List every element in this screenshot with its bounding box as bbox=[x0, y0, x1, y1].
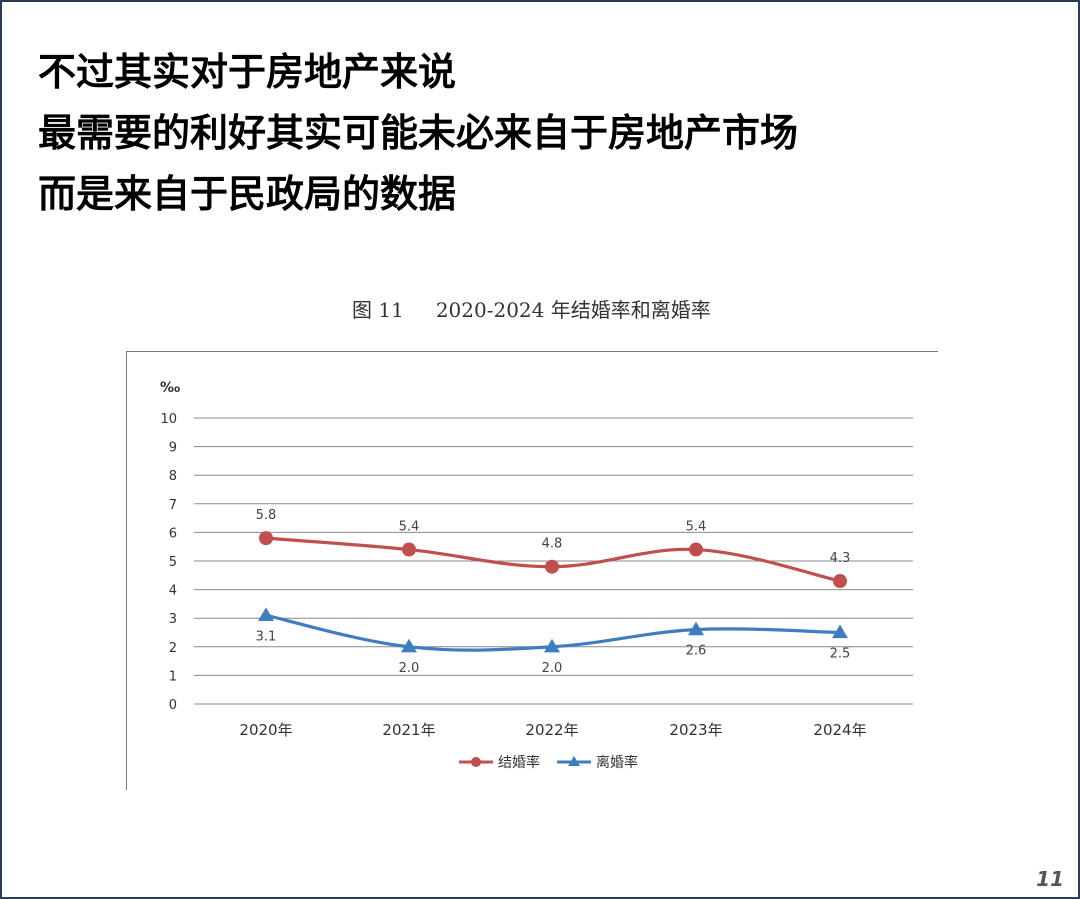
series-1-point-3 bbox=[688, 621, 704, 636]
legend-swatch-marker-0 bbox=[471, 757, 481, 767]
x-tick-label-2: 2022年 bbox=[525, 721, 578, 739]
headline-line-1: 不过其实对于房地产来说 bbox=[38, 50, 457, 94]
legend-swatch-marker-1 bbox=[568, 756, 580, 766]
headline: 不过其实对于房地产来说 最需要的利好其实可能未必来自于房地产市场 而是来自于民政… bbox=[38, 42, 798, 225]
series-0-point-0 bbox=[259, 531, 273, 546]
series-1-data-label-0: 3.1 bbox=[256, 629, 277, 644]
x-tick-label-1: 2021年 bbox=[382, 721, 435, 739]
chart-title: 图 11 2020-2024 年结婚率和离婚率 bbox=[352, 294, 711, 323]
figure-label: 图 11 bbox=[352, 298, 404, 322]
series-1-data-label-2: 2.0 bbox=[542, 661, 563, 676]
x-tick-label-4: 2024年 bbox=[813, 721, 866, 739]
page-number: 11 bbox=[1036, 867, 1064, 891]
y-tick-label-2: 2 bbox=[169, 641, 177, 656]
series-0-point-3 bbox=[689, 542, 703, 557]
series-0-point-1 bbox=[402, 542, 416, 557]
y-tick-label-4: 4 bbox=[169, 584, 177, 599]
y-tick-label-6: 6 bbox=[169, 526, 177, 541]
series-0-point-2 bbox=[545, 559, 559, 574]
chart-frame bbox=[126, 351, 938, 790]
series-1-data-label-4: 2.5 bbox=[830, 647, 851, 662]
series-0-data-label-0: 5.8 bbox=[256, 508, 277, 523]
series-1-point-0 bbox=[258, 607, 274, 621]
headline-line-3: 而是来自于民政局的数据 bbox=[38, 172, 457, 216]
series-0-point-4 bbox=[833, 574, 847, 589]
chart-title-text: 2020-2024 年结婚率和离婚率 bbox=[435, 298, 711, 322]
series-0-data-label-2: 4.8 bbox=[542, 537, 563, 552]
y-tick-label-7: 7 bbox=[169, 498, 177, 513]
series-0-data-label-3: 5.4 bbox=[686, 520, 707, 535]
y-tick-label-5: 5 bbox=[169, 555, 177, 570]
series-0-data-label-4: 4.3 bbox=[830, 551, 851, 566]
y-tick-label-9: 9 bbox=[169, 441, 177, 456]
series-1-data-label-3: 2.6 bbox=[686, 644, 707, 659]
y-tick-label-3: 3 bbox=[169, 612, 177, 627]
series-1-point-1 bbox=[401, 638, 417, 653]
y-tick-label-0: 0 bbox=[169, 698, 177, 713]
y-tick-label-10: 10 bbox=[160, 412, 177, 427]
legend-label-1: 离婚率 bbox=[596, 754, 638, 771]
headline-line-2: 最需要的利好其实可能未必来自于房地产市场 bbox=[38, 111, 799, 155]
y-tick-label-8: 8 bbox=[169, 469, 177, 484]
legend-label-0: 结婚率 bbox=[498, 754, 540, 771]
x-tick-label-3: 2023年 bbox=[669, 721, 722, 739]
series-1-point-4 bbox=[832, 624, 848, 639]
y-axis-unit: ‰ bbox=[160, 380, 180, 396]
y-tick-label-1: 1 bbox=[169, 669, 177, 684]
series-1-point-2 bbox=[544, 638, 560, 653]
series-0-data-label-1: 5.4 bbox=[399, 520, 420, 535]
series-1-data-label-1: 2.0 bbox=[399, 661, 420, 676]
x-tick-label-0: 2020年 bbox=[239, 721, 292, 739]
